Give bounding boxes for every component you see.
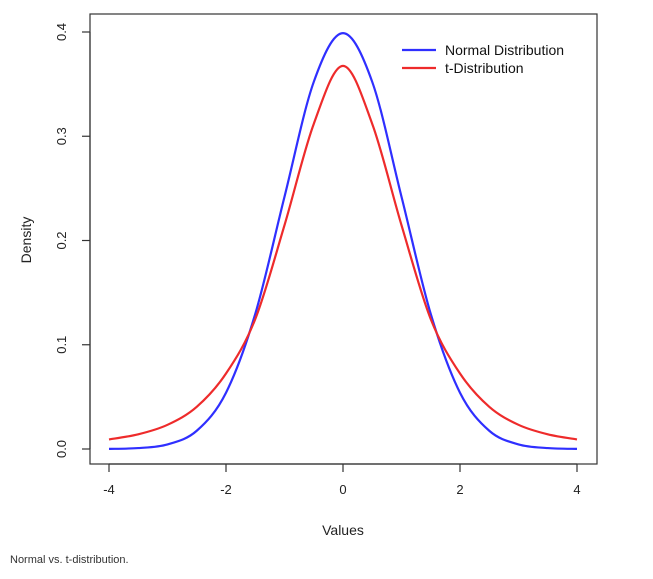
figure-caption: Normal vs. t-distribution.	[10, 554, 129, 566]
y-tick-label: 0.0	[54, 440, 69, 458]
y-tick-label: 0.4	[54, 23, 69, 41]
y-tick-label: 0.2	[54, 231, 69, 249]
series-lines	[108, 32, 578, 450]
y-tick-label: 0.3	[54, 127, 69, 145]
x-tick-label: -4	[103, 482, 115, 497]
y-tick-label: 0.1	[54, 336, 69, 354]
legend: Normal Distribution t-Distribution	[402, 42, 564, 76]
x-axis: -4 -2 0 2 4	[103, 463, 581, 497]
density-chart: -4 -2 0 2 4 0.0 0.1 0.2 0.3 0.4 Values Density N…	[18, 13, 598, 538]
x-tick-label: 4	[573, 482, 580, 497]
y-axis-title: Density	[18, 217, 34, 264]
x-tick-label: 2	[456, 482, 463, 497]
series-line-normal-distribution	[108, 32, 578, 450]
legend-label: Normal Distribution	[445, 42, 564, 58]
legend-label: t-Distribution	[445, 60, 524, 76]
x-tick-label: 0	[339, 482, 346, 497]
x-tick-label: -2	[220, 482, 232, 497]
x-axis-title: Values	[322, 522, 364, 538]
plot-frame	[89, 13, 598, 465]
series-line-t-distribution	[108, 64, 578, 441]
y-axis: 0.0 0.1 0.2 0.3 0.4	[54, 23, 91, 458]
